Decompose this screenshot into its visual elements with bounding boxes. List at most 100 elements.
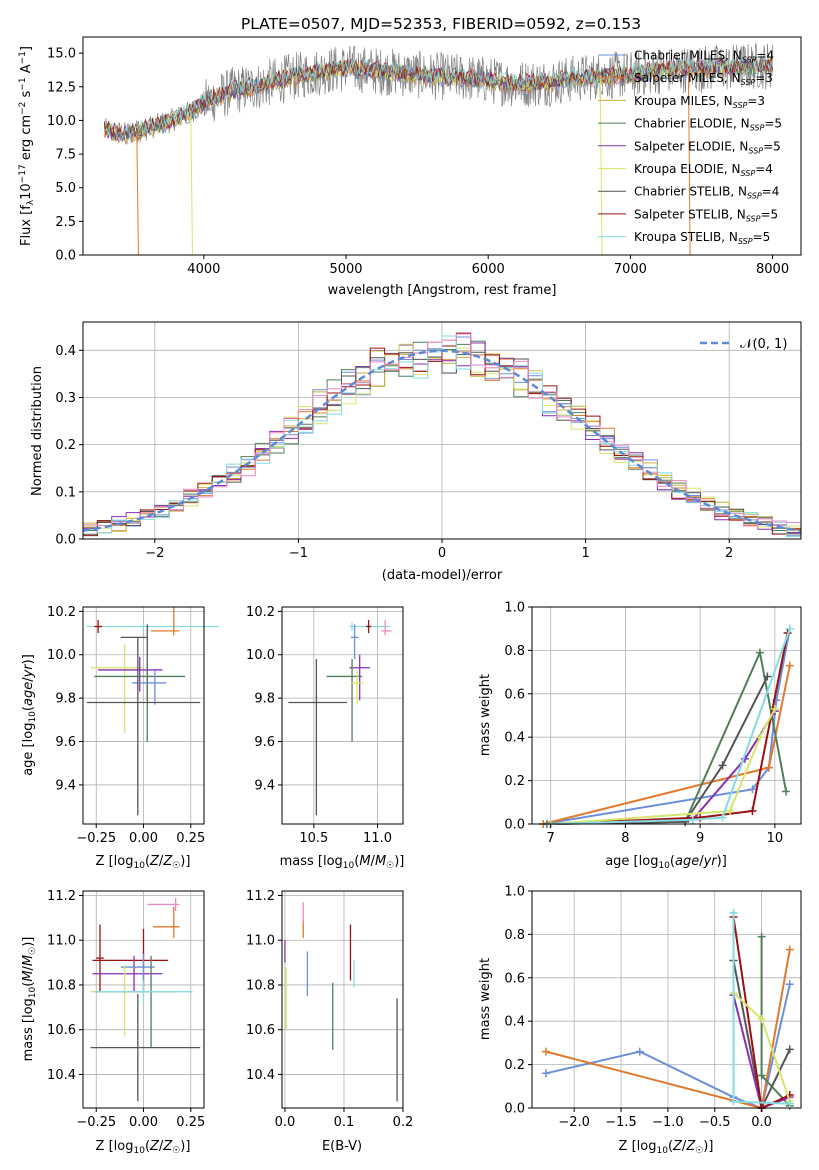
- mass-weight-line: [543, 628, 791, 825]
- absorption-dip-line: [136, 130, 139, 255]
- mass-weight-point: [542, 1069, 551, 1078]
- mass-weight-point: [757, 1015, 766, 1024]
- mass-weight-point: [785, 661, 794, 670]
- absorption-dip-line: [687, 69, 691, 255]
- x-tick-label: 0.25: [176, 831, 205, 846]
- age-vs-metallicity-panel: −0.25 0.00 0.25 9.4 9.6 9.8 10.0 10.2 Z [log10(…: [21, 605, 220, 871]
- x-tick-label: 2: [725, 546, 733, 561]
- spectrum-ylabel: Flux [fλ10−17 erg cm−2 s−1 A−1]: [18, 46, 36, 246]
- histogram-legend: 𝒩(0, 1): [700, 337, 787, 352]
- y-tick-label: 1.0: [504, 601, 525, 616]
- figure-title: PLATE=0507, MJD=52353, FIBERID=0592, z=0…: [241, 15, 641, 33]
- y-tick-label: 1.0: [504, 885, 525, 900]
- y-tick-label: 5.0: [55, 181, 76, 196]
- x-tick-label: 0.0: [275, 1115, 296, 1130]
- age-mass-axes-frame: [281, 606, 404, 825]
- x-tick-label: 0.1: [334, 1115, 355, 1130]
- normal-curve-line: [82, 349, 802, 532]
- y-tick-label: 11.0: [246, 934, 275, 949]
- spectrum-legend: Chabrier MILES, NSSP=4 Salpeter MILES, NS…: [598, 49, 782, 246]
- legend-label: Salpeter MILES, NSSP=3: [634, 71, 773, 87]
- mass-weight-point: [729, 1097, 738, 1106]
- mass-ebv-axes-frame: [281, 890, 404, 1109]
- massweight-vs-age-panel: 7 8 9 10 0.0 0.2 0.4 0.6 0.8 1.0 age [log10(age/y…: [478, 601, 802, 871]
- x-tick-label: 6000: [472, 262, 505, 277]
- y-tick-label: 0.2: [504, 1058, 525, 1073]
- y-tick-label: 10.6: [246, 1023, 275, 1038]
- mass-ebv-xlabel: E(B-V): [322, 1139, 362, 1154]
- massweight-vs-metallicity-panel: −2.0 −1.5 −1.0 −0.5 0.0 0.0 0.2 0.4 0.6 0.8 1.0 Z …: [478, 885, 802, 1156]
- mw-age-ylabel: mass weight: [478, 674, 493, 756]
- y-tick-label: 0.4: [55, 344, 76, 359]
- y-tick-label: 10.0: [246, 648, 275, 663]
- y-tick-label: 10.4: [47, 1068, 76, 1083]
- x-tick-label: 0.00: [129, 831, 158, 846]
- mass-weight-point: [748, 785, 757, 794]
- mass-z-ylabel: mass [log10(M/M☉)]: [21, 937, 38, 1062]
- age-vs-mass-panel: 10.5 11.0 9.4 9.6 9.8 10.0 10.2 mass [log10(M/…: [246, 605, 404, 871]
- x-tick-label: −1.0: [652, 1115, 684, 1130]
- mw-age-xlabel: age [log10(age/yr)]: [605, 854, 727, 871]
- y-tick-label: 11.0: [47, 934, 76, 949]
- mass-weight-point: [755, 733, 764, 742]
- mass-weight-point: [764, 763, 773, 772]
- y-tick-label: 11.2: [47, 889, 76, 904]
- x-tick-label: −0.25: [76, 831, 116, 846]
- absorption-dip-line: [599, 76, 603, 255]
- age-z-ylabel: age [log10(age/yr)]: [21, 654, 38, 776]
- mass-weight-point: [718, 761, 727, 770]
- y-tick-label: 0.3: [55, 391, 76, 406]
- x-tick-label: 8: [621, 831, 629, 846]
- mass-weight-point: [782, 787, 791, 796]
- legend-label: Chabrier STELIB, NSSP=4: [634, 185, 779, 201]
- x-tick-label: 10: [767, 831, 784, 846]
- y-tick-label: 2.5: [55, 215, 76, 230]
- spectrum-axes-frame: [82, 36, 802, 256]
- mass-weight-line: [550, 632, 789, 825]
- spectrum-lines: [103, 43, 773, 255]
- mw-z-axes-frame: [531, 890, 802, 1109]
- legend-label: Kroupa STELIB, NSSP=5: [634, 230, 770, 246]
- x-tick-label: 5000: [329, 262, 362, 277]
- age-z-xlabel: Z [log10(Z/Z☉)]: [96, 854, 191, 871]
- y-tick-label: 10.0: [47, 114, 76, 129]
- mass-weight-point: [770, 704, 779, 713]
- x-tick-label: 0.0: [751, 1115, 772, 1130]
- x-tick-label: 8000: [756, 262, 789, 277]
- model-spectrum-line: [104, 55, 773, 140]
- x-tick-label: 0.00: [129, 1115, 158, 1130]
- model-spectrum-line: [103, 55, 773, 138]
- x-tick-label: −2: [145, 546, 164, 561]
- y-tick-label: 0.8: [504, 644, 525, 659]
- y-tick-label: 0.0: [55, 533, 76, 548]
- x-tick-label: 7000: [614, 262, 647, 277]
- spectrum-panel: 4000 5000 6000 7000 8000 0.0 2.5 5.0 7.5 10.0 12.5…: [18, 36, 802, 298]
- y-tick-label: 0.4: [504, 731, 525, 746]
- y-tick-label: 0.1: [55, 485, 76, 500]
- y-tick-label: 11.2: [246, 889, 275, 904]
- mass-weight-point: [785, 624, 794, 633]
- y-tick-label: 9.8: [254, 692, 275, 707]
- absorption-dip-line: [190, 110, 193, 255]
- y-tick-label: 10.2: [47, 605, 76, 620]
- y-tick-label: 0.2: [55, 438, 76, 453]
- legend-label: Salpeter ELODIE, NSSP=5: [634, 139, 781, 155]
- mw-age-axes-frame: [531, 606, 802, 825]
- y-tick-label: 0.8: [504, 928, 525, 943]
- y-tick-label: 0.0: [504, 818, 525, 833]
- mass-weight-point: [748, 806, 757, 815]
- x-tick-label: 7: [547, 831, 555, 846]
- y-tick-label: 10.2: [246, 605, 275, 620]
- x-tick-label: 10.5: [299, 831, 328, 846]
- legend-label: Kroupa ELODIE, NSSP=4: [634, 162, 773, 178]
- x-tick-label: −2.0: [558, 1115, 590, 1130]
- mass-weight-point: [726, 806, 735, 815]
- y-tick-label: 7.5: [55, 148, 76, 163]
- spectrum-xlabel: wavelength [Angstrom, rest frame]: [328, 283, 557, 298]
- mass-weight-point: [785, 980, 794, 989]
- mass-weight-point: [755, 648, 764, 657]
- mass-weight-line: [550, 628, 791, 825]
- x-tick-label: 4000: [187, 262, 220, 277]
- x-tick-label: −0.5: [699, 1115, 731, 1130]
- histogram-step-line: [83, 335, 801, 538]
